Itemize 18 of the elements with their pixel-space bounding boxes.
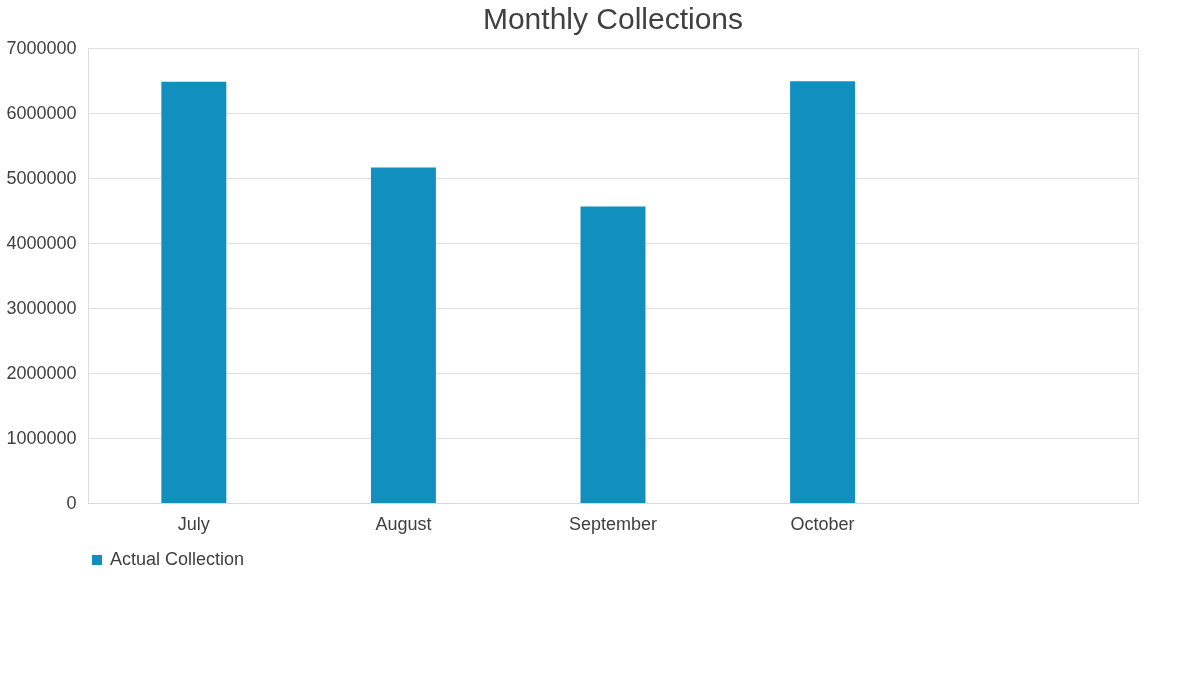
bar [161,81,227,503]
y-tick-label: 4000000 [6,232,77,253]
x-tick-label: October [790,513,855,534]
y-tick-label: 2000000 [6,362,77,383]
x-tick-label: September [568,513,658,534]
legend-label: Actual Collection [110,549,245,569]
y-tick-label: 6000000 [6,102,77,123]
bar [790,81,856,503]
x-tick-label: July [177,513,210,534]
y-tick-label: 0 [66,492,77,513]
y-tick-label: 5000000 [6,167,77,188]
x-tick-label: August [375,513,432,534]
chart-title: Monthly Collections [482,2,744,35]
bar [580,206,646,503]
y-tick-label: 7000000 [6,37,77,58]
bar [370,167,436,503]
y-tick-label: 3000000 [6,297,77,318]
y-tick-label: 1000000 [6,427,77,448]
